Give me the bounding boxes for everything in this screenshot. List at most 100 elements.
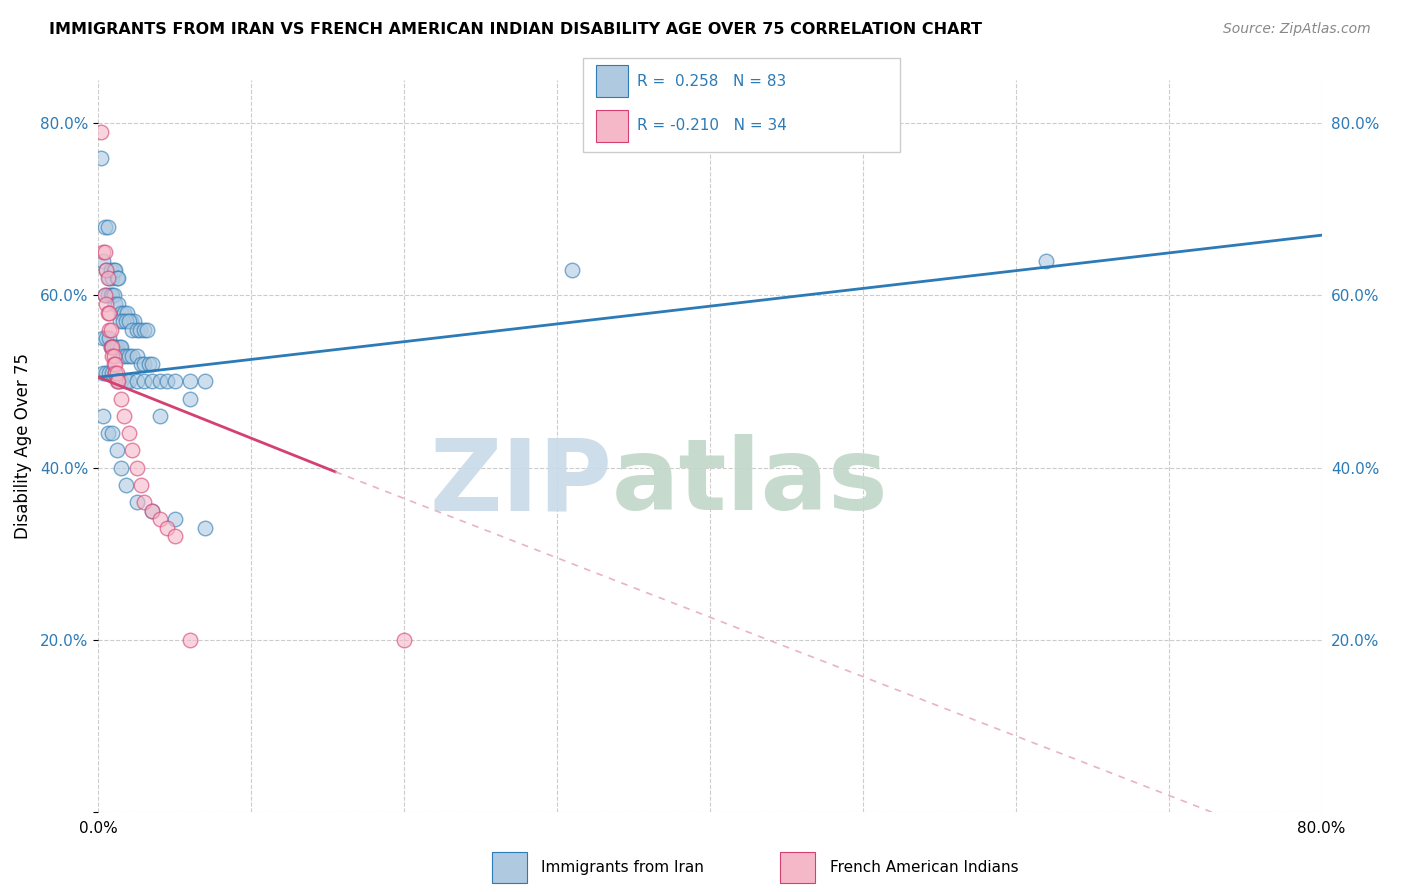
FancyBboxPatch shape: [596, 111, 627, 142]
Point: [110, 340, 132, 354]
Y-axis label: Disability Age Over 75: Disability Age Over 75: [14, 353, 32, 539]
Point: [149, 409, 172, 423]
Text: IMMIGRANTS FROM IRAN VS FRENCH AMERICAN INDIAN DISABILITY AGE OVER 75 CORRELATIO: IMMIGRANTS FROM IRAN VS FRENCH AMERICAN …: [49, 22, 983, 37]
Point: [105, 271, 128, 285]
Point: [94, 297, 117, 311]
Point: [107, 375, 129, 389]
Point: [134, 495, 156, 509]
Text: atlas: atlas: [612, 434, 889, 531]
Point: [97, 426, 120, 441]
Point: [117, 305, 139, 319]
Point: [149, 512, 172, 526]
Point: [561, 262, 583, 277]
Point: [103, 357, 125, 371]
Point: [120, 314, 142, 328]
Point: [98, 271, 121, 285]
Point: [118, 314, 141, 328]
Point: [179, 375, 201, 389]
FancyBboxPatch shape: [492, 852, 527, 883]
Point: [163, 512, 186, 526]
Point: [115, 349, 138, 363]
Text: R = -0.210   N = 34: R = -0.210 N = 34: [637, 118, 787, 133]
Point: [121, 349, 143, 363]
Point: [105, 375, 128, 389]
Point: [94, 262, 117, 277]
Point: [105, 366, 128, 380]
Point: [94, 331, 117, 345]
Point: [141, 503, 163, 517]
Point: [94, 366, 117, 380]
Point: [94, 262, 117, 277]
Point: [93, 219, 115, 234]
Point: [111, 314, 134, 328]
Point: [115, 314, 138, 328]
Point: [107, 297, 129, 311]
Point: [98, 323, 121, 337]
Point: [134, 375, 156, 389]
Point: [125, 323, 148, 337]
Point: [100, 262, 122, 277]
Point: [104, 340, 127, 354]
Point: [100, 340, 122, 354]
Point: [125, 349, 148, 363]
Point: [91, 331, 114, 345]
Point: [90, 125, 112, 139]
Point: [97, 219, 120, 234]
Point: [105, 340, 128, 354]
Point: [115, 477, 138, 491]
Point: [91, 409, 114, 423]
Point: [101, 426, 124, 441]
Point: [104, 357, 127, 371]
Point: [93, 288, 115, 302]
Point: [141, 503, 163, 517]
Point: [103, 340, 125, 354]
Point: [93, 288, 115, 302]
Point: [125, 460, 148, 475]
Point: [118, 426, 141, 441]
Point: [97, 288, 120, 302]
Point: [156, 375, 179, 389]
Text: ZIP: ZIP: [429, 434, 612, 531]
FancyBboxPatch shape: [596, 65, 627, 97]
Point: [179, 632, 201, 647]
Point: [107, 271, 129, 285]
Point: [136, 323, 159, 337]
Point: [163, 529, 186, 543]
Point: [104, 366, 127, 380]
Point: [125, 375, 148, 389]
Point: [101, 349, 124, 363]
Text: Immigrants from Iran: Immigrants from Iran: [541, 860, 704, 875]
Point: [156, 521, 179, 535]
Point: [149, 375, 172, 389]
Point: [112, 305, 135, 319]
Point: [392, 632, 416, 647]
Point: [103, 262, 125, 277]
Point: [118, 349, 141, 363]
Point: [108, 340, 131, 354]
Point: [93, 245, 115, 260]
Point: [100, 288, 122, 302]
Text: French American Indians: French American Indians: [830, 860, 1018, 875]
Point: [128, 323, 150, 337]
Point: [129, 357, 152, 371]
Point: [121, 443, 143, 458]
Point: [1035, 254, 1057, 268]
Point: [194, 375, 217, 389]
Point: [90, 151, 112, 165]
Point: [98, 305, 121, 319]
Point: [194, 521, 217, 535]
Point: [111, 349, 134, 363]
Point: [101, 271, 124, 285]
Point: [97, 305, 120, 319]
Point: [91, 366, 114, 380]
Point: [134, 357, 156, 371]
Point: [101, 340, 124, 354]
Point: [101, 288, 124, 302]
Point: [103, 349, 125, 363]
FancyBboxPatch shape: [780, 852, 815, 883]
Point: [115, 375, 138, 389]
Point: [100, 323, 122, 337]
Point: [110, 460, 132, 475]
FancyBboxPatch shape: [583, 58, 900, 152]
Point: [138, 357, 160, 371]
